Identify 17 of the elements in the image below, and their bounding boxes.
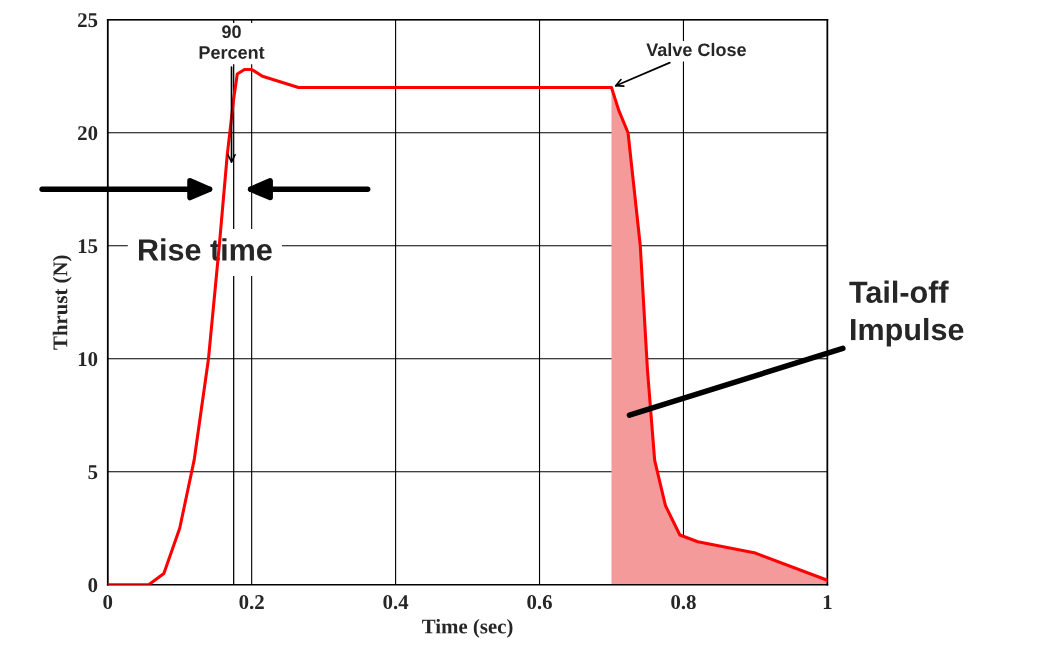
y-tick-label: 0 bbox=[88, 578, 98, 593]
x-tick-label: 1 bbox=[823, 595, 832, 609]
x-tick-label: 0.2 bbox=[239, 595, 264, 610]
annotation: 90 Percent bbox=[199, 25, 265, 59]
y-tick-label: 20 bbox=[78, 126, 98, 141]
x-tick-label: 0 bbox=[103, 595, 113, 610]
text: Tail-off Impulse bbox=[849, 280, 964, 347]
x-tick-label: 0.6 bbox=[527, 595, 552, 610]
x-axis-title: Time (sec) bbox=[422, 618, 513, 638]
y-tick-label: 15 bbox=[78, 239, 98, 254]
y-tick-label: 25 bbox=[78, 13, 98, 28]
x-tick-label: 0.8 bbox=[671, 595, 696, 610]
y-tick-label: 5 bbox=[88, 465, 98, 480]
y-tick-label: 10 bbox=[78, 352, 98, 367]
x-tick-label: 0.4 bbox=[383, 595, 409, 610]
annotation: Valve Close bbox=[646, 42, 746, 57]
y-axis-title: Thrust (N) bbox=[52, 255, 72, 350]
